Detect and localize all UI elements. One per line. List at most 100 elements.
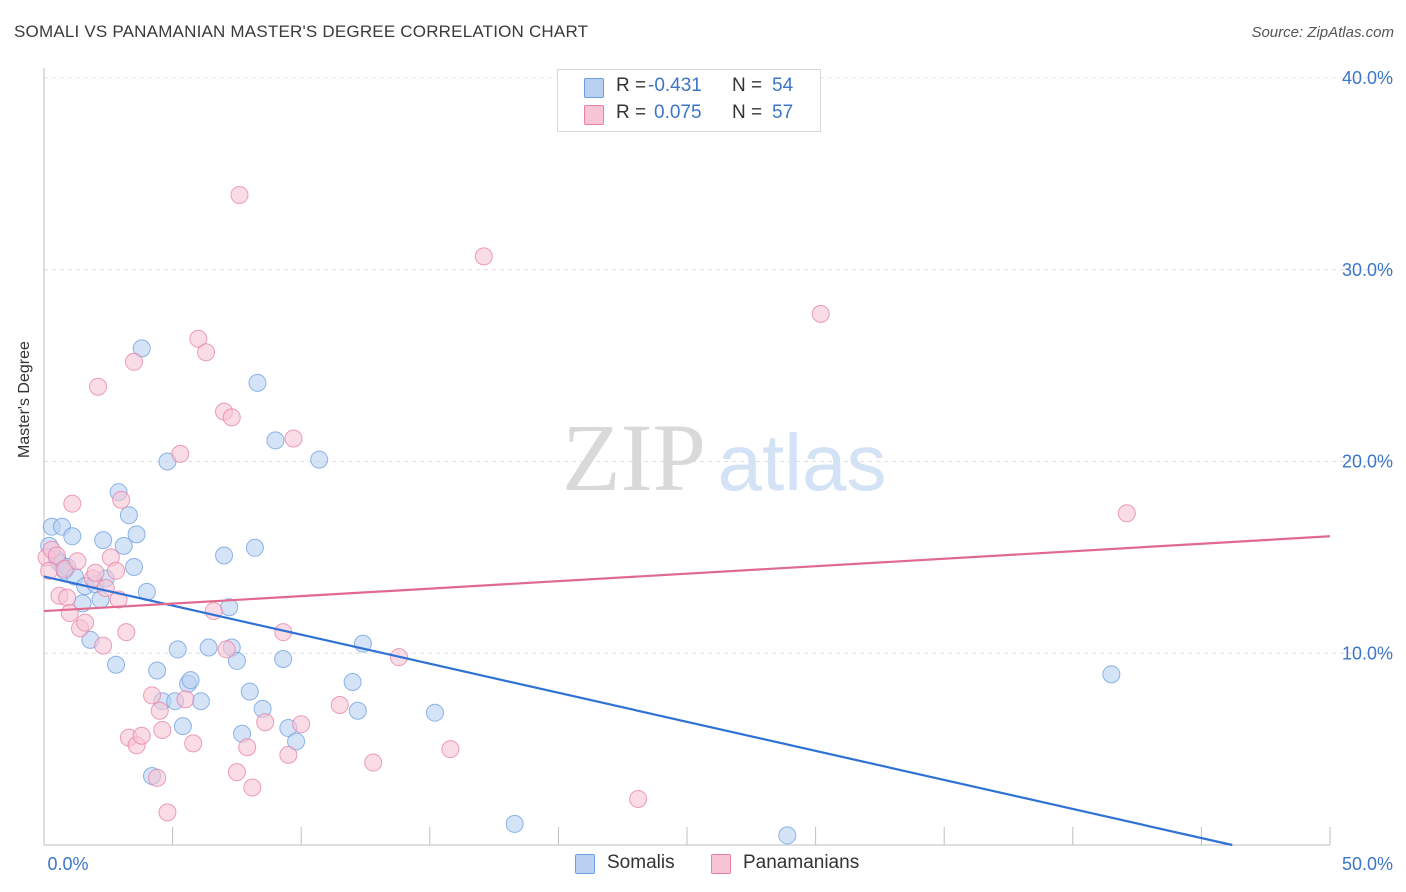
y-tick-label: 10.0% [1342,643,1393,663]
panamanians-trend-line [43,535,1331,613]
panamanians-point [47,546,66,565]
y-tick-label: 20.0% [1342,452,1393,472]
panamanians-point [217,640,236,659]
r-value: 0.075 [654,102,702,123]
somalis-point [63,527,82,546]
axis-layer [43,68,1331,846]
n-value: 57 [772,102,794,123]
somalis-trend-line [43,575,1233,847]
somalis-point [287,732,306,751]
points-layer [37,185,1136,845]
panamanians-point [256,713,275,732]
panamanians-point [238,738,257,757]
panamanians-point [76,613,95,632]
panamanians-point [222,408,241,427]
somalis-point [107,655,126,674]
watermark-zip: ZIP [562,404,706,511]
panamanians-point [1117,504,1136,523]
panamanians-point [292,715,311,734]
somalis-point [127,525,146,544]
panamanians-point [243,778,262,797]
panamanians-point [189,329,208,348]
panamanians-point [171,444,190,463]
x-tick-label: 50.0% [1342,854,1393,874]
panamanians-point [150,701,169,720]
somalis-point [148,661,167,680]
y-axis-label: Master's Degree [16,341,33,458]
panamanians-legend-label: Panamanians [743,852,860,873]
somalis-point [310,450,329,469]
somalis-point [199,638,218,657]
panamanians-point [284,429,303,448]
panamanians-point [89,377,108,396]
panamanians-point [58,588,77,607]
somalis-legend-swatch [575,854,595,874]
somalis-point [94,531,113,550]
panamanians-point [158,803,177,822]
panamanians-point [143,686,162,705]
somalis-point [266,431,285,450]
panamanians-point [117,623,136,642]
n-label: N = [732,75,763,96]
panamanians-point [227,763,246,782]
panamanians-point [63,494,82,513]
panamanians-point [148,768,167,787]
somalis-legend-label: Somalis [607,852,675,873]
somalis-point [245,538,264,557]
r-label: R = [616,102,647,123]
somalis-point [227,651,246,670]
panamanians-point [125,352,144,371]
panamanians-point [474,247,493,266]
panamanians-point [176,690,195,709]
somalis-swatch [584,78,604,98]
r-value: -0.431 [648,75,702,96]
somalis-point [1102,665,1121,684]
panamanians-point [811,304,830,323]
panamanians-point [132,726,151,745]
somalis-point [114,536,133,555]
panamanians-point [441,740,460,759]
panamanians-point [86,563,105,582]
tick-label-layer: 10.0% 20.0% 30.0% 40.0% 0.0% 50.0% [47,68,1393,874]
somalis-point [505,814,524,833]
somalis-point [215,546,234,565]
y-tick-label: 30.0% [1342,260,1393,280]
somalis-point [173,717,192,736]
panamanians-point [629,789,648,808]
chart-title: SOMALI VS PANAMANIAN MASTER'S DEGREE COR… [14,22,589,41]
somalis-point [191,692,210,711]
x-tick-label: 0.0% [47,854,88,874]
panamanians-point [60,603,79,622]
somalis-point [168,640,187,659]
watermark-atlas: atlas [718,418,887,507]
panamanians-point [279,745,298,764]
somalis-point [343,673,362,692]
panamanians-point [364,753,383,772]
somalis-point [348,701,367,720]
stats-legend: R = -0.431 N = 54 R = 0.075 N = 57 [557,69,821,132]
somalis-point [181,671,200,690]
r-label: R = [616,75,647,96]
panamanians-point [184,734,203,753]
panamanians-point [230,185,249,204]
somalis-point [425,703,444,722]
n-label: N = [732,102,763,123]
panamanians-point [68,552,87,571]
somalis-point [248,373,267,392]
grid-layer [44,77,1390,654]
somalis-point [778,826,797,845]
panamanians-point [197,343,216,362]
somalis-point [125,557,144,576]
panamanians-swatch [584,105,604,125]
panamanians-point [107,561,126,580]
y-tick-label: 40.0% [1342,68,1393,88]
somalis-point [274,650,293,669]
somalis-point [240,682,259,701]
source-credit: Source: ZipAtlas.com [1251,24,1394,41]
panamanians-legend-swatch [711,854,731,874]
somalis-point [132,339,151,358]
n-value: 54 [772,75,794,96]
panamanians-point [112,490,131,509]
somalis-point [119,506,138,525]
